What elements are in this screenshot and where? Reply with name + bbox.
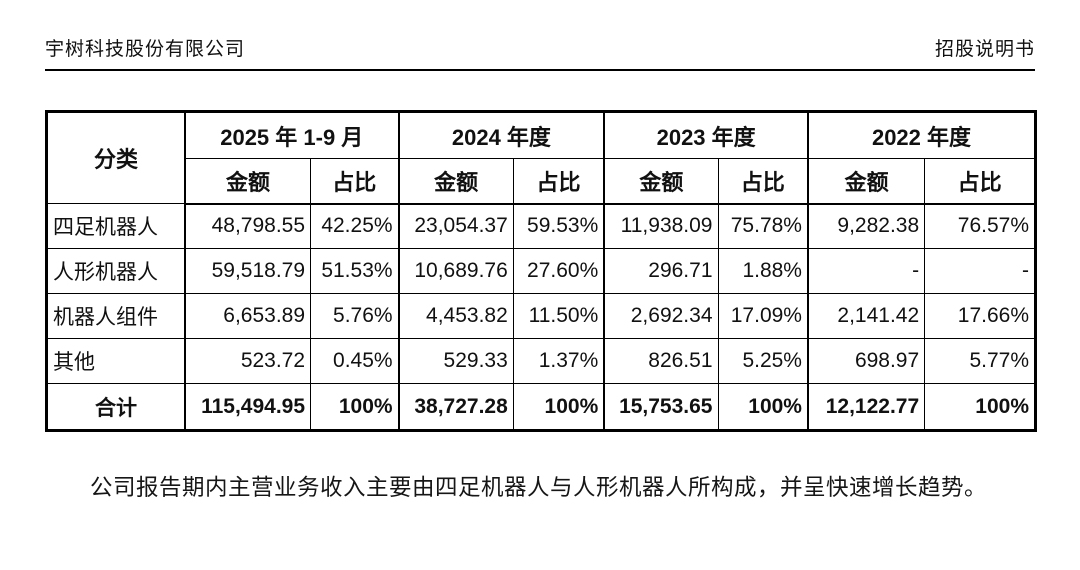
table-row-total: 合计 115,494.95 100% 38,727.28 100% 15,753… bbox=[45, 383, 1036, 431]
row-label: 其他 bbox=[45, 338, 186, 384]
ratio-cell: 11.50% bbox=[512, 293, 605, 339]
ratio-cell: 1.88% bbox=[717, 248, 809, 294]
amount-cell: 115,494.95 bbox=[183, 383, 312, 431]
subheader-amount: 金额 bbox=[183, 158, 312, 205]
ratio-cell: 76.57% bbox=[924, 203, 1036, 249]
ratio-cell: 100% bbox=[310, 383, 400, 431]
ratio-cell: 27.60% bbox=[512, 248, 605, 294]
table-row-components: 机器人组件 6,653.89 5.76% 4,453.82 11.50% 2,6… bbox=[45, 293, 1036, 339]
header-divider bbox=[45, 69, 1035, 71]
table-row-other: 其他 523.72 0.45% 529.33 1.37% 826.51 5.25… bbox=[45, 338, 1036, 384]
ratio-cell: 17.66% bbox=[924, 293, 1036, 339]
amount-cell: 23,054.37 bbox=[397, 203, 514, 249]
amount-cell: 523.72 bbox=[183, 338, 312, 384]
amount-cell: 11,938.09 bbox=[603, 203, 719, 249]
table-row-humanoid: 人形机器人 59,518.79 51.53% 10,689.76 27.60% … bbox=[45, 248, 1036, 294]
period-header-2025: 2025 年 1-9 月 bbox=[183, 111, 400, 159]
period-header-2024: 2024 年度 bbox=[397, 111, 605, 159]
amount-cell: 529.33 bbox=[397, 338, 514, 384]
ratio-cell: 100% bbox=[924, 383, 1036, 431]
company-name: 宇树科技股份有限公司 bbox=[45, 39, 246, 60]
document-type-label: 招股说明书 bbox=[934, 39, 1035, 60]
amount-cell: 15,753.65 bbox=[603, 383, 719, 431]
table-row-quadruped: 四足机器人 48,798.55 42.25% 23,054.37 59.53% … bbox=[45, 203, 1036, 249]
revenue-breakdown-table: 分类 2025 年 1-9 月 2024 年度 2023 年度 2022 年度 … bbox=[45, 110, 1037, 432]
column-header-category: 分类 bbox=[45, 111, 186, 204]
ratio-cell: 17.09% bbox=[717, 293, 809, 339]
amount-cell: 2,141.42 bbox=[806, 293, 926, 339]
subheader-ratio: 占比 bbox=[512, 158, 605, 205]
amount-cell: 12,122.77 bbox=[806, 383, 926, 431]
amount-cell: 2,692.34 bbox=[603, 293, 719, 339]
amount-cell: 10,689.76 bbox=[397, 248, 514, 294]
amount-cell: 38,727.28 bbox=[397, 383, 514, 431]
amount-cell: 698.97 bbox=[806, 338, 926, 384]
ratio-cell: - bbox=[924, 248, 1036, 294]
subheader-ratio: 占比 bbox=[717, 158, 809, 205]
subheader-ratio: 占比 bbox=[310, 158, 400, 205]
ratio-cell: 1.37% bbox=[512, 338, 605, 384]
amount-cell: 6,653.89 bbox=[183, 293, 312, 339]
ratio-cell: 5.25% bbox=[717, 338, 809, 384]
amount-cell: - bbox=[806, 248, 926, 294]
ratio-cell: 42.25% bbox=[310, 203, 400, 249]
row-label: 四足机器人 bbox=[45, 203, 186, 249]
subheader-ratio: 占比 bbox=[924, 158, 1036, 205]
amount-cell: 4,453.82 bbox=[397, 293, 514, 339]
period-header-2022: 2022 年度 bbox=[806, 111, 1036, 159]
ratio-cell: 100% bbox=[512, 383, 605, 431]
ratio-cell: 100% bbox=[717, 383, 809, 431]
subheader-amount: 金额 bbox=[603, 158, 719, 205]
ratio-cell: 5.77% bbox=[924, 338, 1036, 384]
ratio-cell: 0.45% bbox=[310, 338, 400, 384]
ratio-cell: 5.76% bbox=[310, 293, 400, 339]
subheader-amount: 金额 bbox=[806, 158, 926, 205]
amount-cell: 296.71 bbox=[603, 248, 719, 294]
ratio-cell: 75.78% bbox=[717, 203, 809, 249]
ratio-cell: 59.53% bbox=[512, 203, 605, 249]
row-label: 人形机器人 bbox=[45, 248, 186, 294]
row-label: 机器人组件 bbox=[45, 293, 186, 339]
page-header: 宇树科技股份有限公司 招股说明书 bbox=[45, 34, 1035, 61]
period-header-2023: 2023 年度 bbox=[603, 111, 809, 159]
ratio-cell: 51.53% bbox=[310, 248, 400, 294]
amount-cell: 59,518.79 bbox=[183, 248, 312, 294]
amount-cell: 48,798.55 bbox=[183, 203, 312, 249]
subheader-amount: 金额 bbox=[397, 158, 514, 205]
amount-cell: 9,282.38 bbox=[806, 203, 926, 249]
amount-cell: 826.51 bbox=[603, 338, 719, 384]
summary-paragraph: 公司报告期内主营业务收入主要由四足机器人与人形机器人所构成，并呈快速增长趋势。 bbox=[90, 475, 988, 500]
row-label-total: 合计 bbox=[45, 383, 186, 431]
